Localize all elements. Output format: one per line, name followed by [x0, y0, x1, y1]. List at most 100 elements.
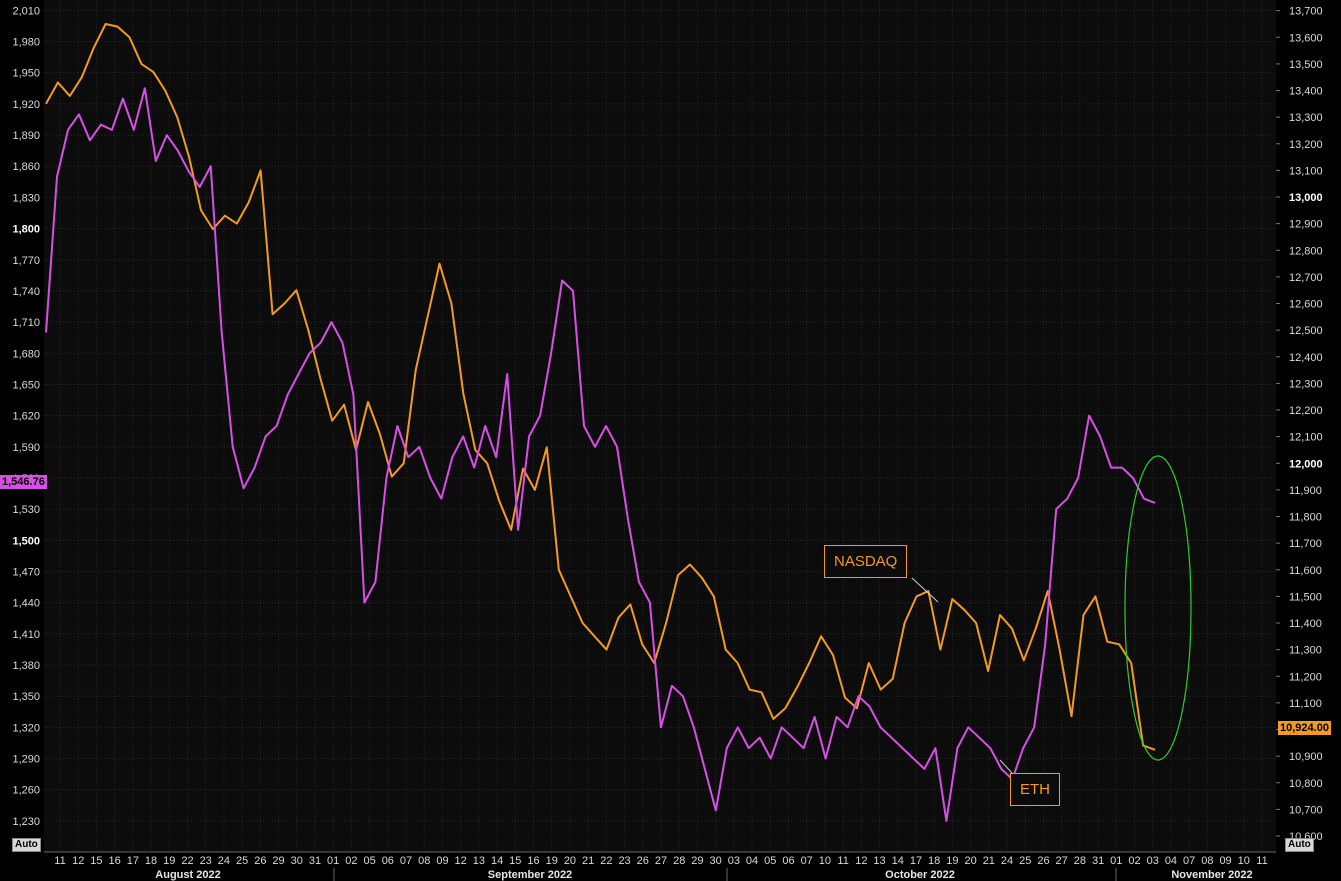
x-tick-label: 15: [90, 855, 102, 867]
right-tick-label: 12,700: [1289, 272, 1323, 284]
x-tick-label: 26: [1037, 855, 1049, 867]
left-tick-label: 1,770: [12, 255, 40, 267]
left-tick-label: 1,470: [12, 566, 40, 578]
x-tick-label: 21: [983, 855, 995, 867]
x-tick-label: 16: [109, 855, 121, 867]
x-tick-label: 12: [72, 855, 84, 867]
left-tick-label: 1,500: [12, 535, 40, 547]
left-tick-label: 1,650: [12, 379, 40, 391]
x-tick-label: 07: [801, 855, 813, 867]
left-axis-auto-button[interactable]: Auto: [12, 838, 41, 852]
right-tick-label: 13,300: [1289, 112, 1323, 124]
x-tick-label: 24: [1001, 855, 1013, 867]
x-tick-label: 16: [527, 855, 539, 867]
nasdaq-last-value-badge: 10,924.00: [1278, 721, 1331, 735]
x-tick-label: 10: [1238, 855, 1250, 867]
grid-lines: [44, 0, 1276, 852]
right-tick-label: 12,200: [1289, 405, 1323, 417]
x-tick-label: 12: [455, 855, 467, 867]
right-tick-label: 10,700: [1289, 804, 1323, 816]
left-tick-label: 1,830: [12, 192, 40, 204]
left-tick-label: 1,860: [12, 161, 40, 173]
right-tick-label: 13,100: [1289, 165, 1323, 177]
right-tick-label: 12,900: [1289, 219, 1323, 231]
x-tick-label: 03: [728, 855, 740, 867]
eth-annotation-label: ETH: [1010, 773, 1060, 806]
left-tick-label: 2,010: [12, 5, 40, 17]
x-tick-label: 06: [782, 855, 794, 867]
x-tick-label: 23: [200, 855, 212, 867]
x-tick-label: 14: [892, 855, 904, 867]
left-tick-label: 1,290: [12, 753, 40, 765]
x-tick-label: 08: [1201, 855, 1213, 867]
nasdaq-annotation-label: NASDAQ: [824, 545, 908, 578]
right-tick-label: 11,100: [1289, 698, 1322, 710]
x-tick-label: 26: [637, 855, 649, 867]
x-tick-label: 17: [910, 855, 922, 867]
x-tick-label: 26: [254, 855, 266, 867]
right-tick-label: 11,200: [1289, 671, 1322, 683]
right-tick-label: 12,800: [1289, 245, 1323, 257]
left-tick-label: 1,890: [12, 130, 40, 142]
left-tick-label: 1,350: [12, 691, 40, 703]
x-tick-label: 03: [1147, 855, 1159, 867]
x-axis: 11 12 15 16 17 18 19 22 23 24 25 26 29 30 31 01 02 05 06 07…: [44, 851, 1276, 881]
left-tick-label: 1,410: [12, 629, 40, 641]
x-tick-label: 20: [964, 855, 976, 867]
right-tick-label: 10,900: [1289, 751, 1323, 763]
right-tick-label: 12,000: [1289, 458, 1323, 470]
month-label: August 2022: [155, 869, 220, 881]
x-tick-label: 31: [1092, 855, 1104, 867]
x-tick-label: 29: [272, 855, 284, 867]
right-tick-label: 11,300: [1289, 645, 1322, 657]
x-tick-label: 05: [764, 855, 776, 867]
x-tick-label: 08: [418, 855, 430, 867]
x-tick-label: 18: [928, 855, 940, 867]
month-label: September 2022: [488, 869, 572, 881]
left-tick-label: 1,260: [12, 785, 40, 797]
x-tick-label: 28: [673, 855, 685, 867]
x-tick-label: 07: [400, 855, 412, 867]
nasdaq-series-line: [45, 23, 1156, 751]
right-tick-label: 13,000: [1289, 192, 1323, 204]
x-tick-label: 19: [946, 855, 958, 867]
nasdaq-annotation-leader: [911, 577, 939, 603]
x-tick-label: 18: [145, 855, 157, 867]
right-axis-auto-button[interactable]: Auto: [1285, 838, 1314, 852]
right-tick-label: 11,500: [1289, 591, 1322, 603]
x-tick-label: 23: [618, 855, 630, 867]
x-tick-label: 13: [873, 855, 885, 867]
right-y-axis: 10,60010,70010,80010,90011,00011,10011,2…: [1276, 6, 1323, 843]
x-tick-label: 04: [746, 855, 758, 867]
x-tick-label: 01: [327, 855, 339, 867]
eth-last-value-badge: 1,546.76: [0, 475, 47, 489]
right-tick-label: 11,600: [1289, 565, 1322, 577]
x-tick-label: 27: [1056, 855, 1068, 867]
x-tick-label: 11: [837, 855, 848, 867]
right-tick-label: 11,700: [1289, 538, 1322, 550]
left-tick-label: 1,980: [12, 37, 40, 49]
x-tick-label: 10: [819, 855, 831, 867]
left-tick-label: 1,950: [12, 68, 40, 80]
x-tick-label: 15: [509, 855, 521, 867]
left-tick-label: 1,620: [12, 411, 40, 423]
right-tick-label: 13,700: [1289, 6, 1323, 18]
x-tick-label: 12: [855, 855, 867, 867]
right-tick-label: 10,800: [1289, 778, 1323, 790]
right-tick-label: 11,800: [1289, 512, 1322, 524]
left-tick-label: 1,530: [12, 504, 40, 516]
left-tick-label: 1,380: [12, 660, 40, 672]
x-tick-label: 31: [309, 855, 321, 867]
x-tick-label: 11: [54, 855, 65, 867]
right-tick-label: 12,100: [1289, 432, 1323, 444]
x-tick-label: 27: [655, 855, 667, 867]
x-tick-label: 19: [163, 855, 175, 867]
left-tick-label: 1,590: [12, 442, 40, 454]
x-tick-label: 04: [1165, 855, 1177, 867]
x-tick-label: 02: [1128, 855, 1140, 867]
left-tick-label: 1,920: [12, 99, 40, 111]
right-tick-label: 12,300: [1289, 378, 1323, 390]
x-tick-label: 30: [291, 855, 303, 867]
x-tick-label: 25: [236, 855, 248, 867]
